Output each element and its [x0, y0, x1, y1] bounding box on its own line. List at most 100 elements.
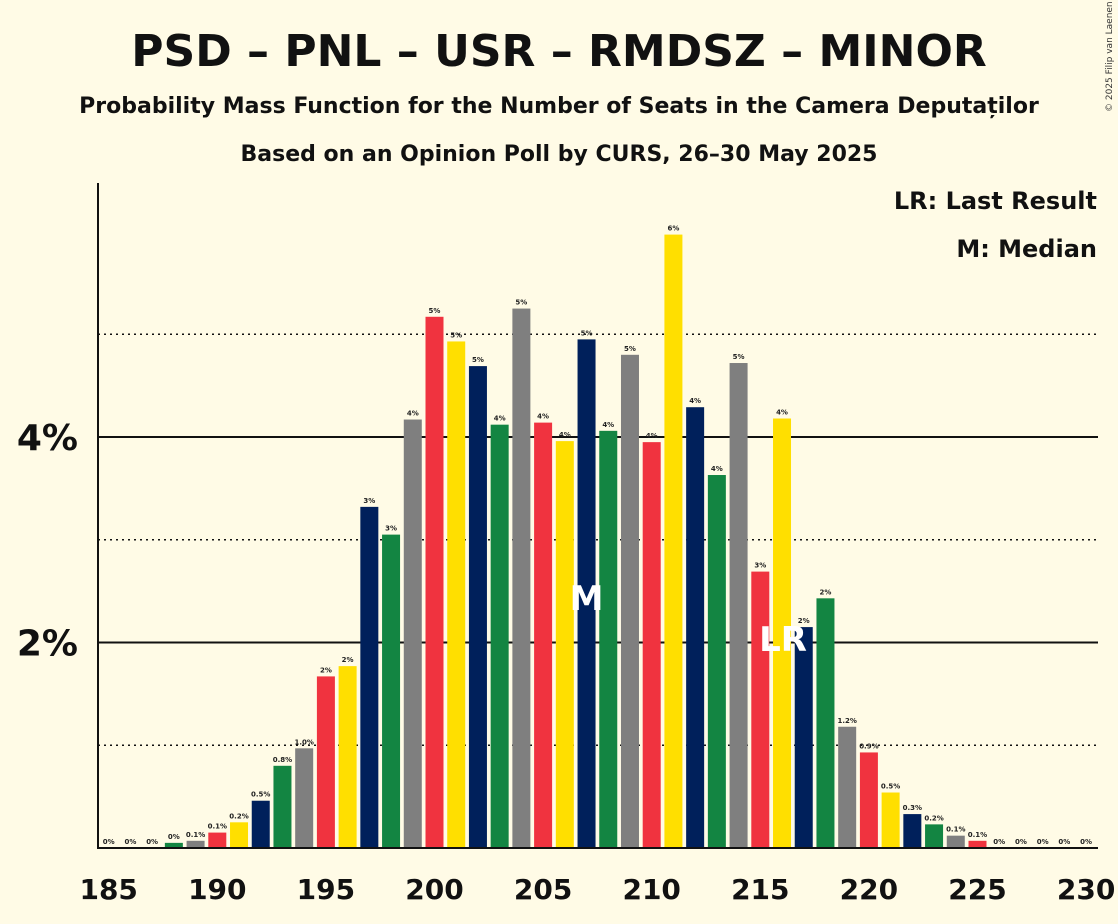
data-label-seat-186: 0%	[124, 838, 136, 846]
bar-seat-211	[664, 234, 683, 848]
data-label-seat-219: 1.2%	[837, 717, 856, 725]
x-tick-labels: 185 190 195 200 205 210 215 220 225 230	[79, 873, 1115, 906]
data-label-seat-211: 6%	[667, 225, 679, 233]
x-tick-label: 185	[79, 873, 137, 906]
bar-seat-203	[490, 424, 509, 848]
data-label-seat-197: 3%	[363, 497, 375, 505]
data-label-seat-193: 0.8%	[273, 756, 292, 764]
bar-seat-207	[577, 339, 596, 848]
bar-seat-196	[338, 666, 357, 848]
data-label-seat-217: 2%	[798, 617, 810, 625]
data-label-seat-226: 0%	[993, 838, 1005, 846]
x-tick-label: 190	[188, 873, 246, 906]
x-tick-label: 215	[731, 873, 789, 906]
x-tick-label: 220	[840, 873, 898, 906]
data-label-seat-204: 5%	[515, 299, 527, 307]
bar-seat-208	[599, 430, 618, 848]
data-label-seat-207: 5%	[581, 329, 593, 337]
bar-seat-215	[751, 571, 770, 848]
x-tick-label: 200	[405, 873, 463, 906]
bar-seat-205	[534, 422, 553, 848]
bar-seat-192	[251, 800, 270, 848]
data-label-seat-194: 1.0%	[294, 738, 313, 746]
data-label-seat-208: 4%	[602, 421, 614, 429]
bar-seat-194	[295, 748, 314, 848]
bar-seat-204	[512, 308, 531, 848]
x-tick-label: 210	[622, 873, 680, 906]
data-label-seat-201: 5%	[450, 331, 462, 339]
bar-seat-198	[382, 534, 401, 848]
bar-seat-199	[403, 419, 422, 848]
bar-seat-197	[360, 506, 379, 848]
y-tick-label: 4%	[17, 418, 78, 459]
bar-seat-222	[903, 814, 922, 848]
bar-seat-193	[273, 765, 292, 848]
data-label-seat-202: 5%	[472, 356, 484, 364]
data-label-seat-218: 2%	[820, 588, 832, 596]
x-tick-label: 205	[514, 873, 572, 906]
bar-seat-225	[968, 840, 987, 848]
legend-median: M: Median	[956, 235, 1097, 263]
chart-title: PSD – PNL – USR – RMDSZ – MINOR	[131, 26, 986, 77]
data-labels-group: 0% 0% 0%0% 0.1%0.1%0.2%0.5%0.8%1.0%2%2%3%3%…	[103, 225, 1092, 846]
data-label-seat-198: 3%	[385, 525, 397, 533]
bar-seat-220	[859, 752, 878, 848]
data-label-seat-188: 0%	[168, 833, 180, 841]
bar-seat-224	[946, 835, 965, 848]
data-label-seat-221: 0.5%	[881, 783, 900, 791]
data-label-seat-206: 4%	[559, 431, 571, 439]
data-label-seat-224: 0.1%	[946, 826, 965, 834]
data-label-seat-190: 0.1%	[208, 823, 227, 831]
data-label-seat-195: 2%	[320, 666, 332, 674]
data-label-seat-214: 5%	[733, 353, 745, 361]
bar-seat-216	[773, 418, 792, 848]
bar-seat-188	[164, 842, 183, 848]
bar-seat-223	[925, 824, 944, 848]
bar-seat-218	[816, 598, 835, 848]
x-tick-label: 230	[1057, 873, 1115, 906]
bar-seat-212	[686, 407, 705, 848]
data-label-seat-216: 4%	[776, 409, 788, 417]
data-label-seat-200: 5%	[429, 307, 441, 315]
x-tick-label: 225	[948, 873, 1006, 906]
bar-seat-200	[425, 316, 444, 849]
data-label-seat-185: 0%	[103, 838, 115, 846]
data-label-seat-229: 0%	[1058, 838, 1070, 846]
bar-seat-217	[794, 627, 813, 848]
data-label-seat-187: 0%	[146, 838, 158, 846]
last-result-marker: LR	[759, 620, 807, 660]
data-label-seat-225: 0.1%	[968, 831, 987, 839]
data-label-seat-223: 0.2%	[924, 814, 943, 822]
markers-group: M LR	[570, 579, 807, 660]
legend-last-result: LR: Last Result	[894, 187, 1097, 215]
data-label-seat-227: 0%	[1015, 838, 1027, 846]
data-label-seat-189: 0.1%	[186, 831, 205, 839]
x-tick-label: 195	[297, 873, 355, 906]
data-label-seat-212: 4%	[689, 397, 701, 405]
chart-subtitle-source: Based on an Opinion Poll by CURS, 26–30 …	[241, 142, 878, 167]
bar-seat-189	[186, 840, 205, 848]
bar-seat-190	[208, 832, 227, 848]
data-label-seat-199: 4%	[407, 410, 419, 418]
bar-seat-209	[620, 354, 639, 848]
bar-seat-210	[642, 442, 661, 848]
bars-group	[164, 234, 987, 849]
data-label-seat-205: 4%	[537, 413, 549, 421]
y-tick-label: 2%	[17, 624, 78, 665]
data-label-seat-192: 0.5%	[251, 791, 270, 799]
bar-seat-221	[881, 792, 900, 848]
data-label-seat-213: 4%	[711, 465, 723, 473]
bar-seat-191	[230, 822, 249, 848]
bar-seat-201	[447, 341, 466, 848]
bar-seat-219	[838, 726, 857, 848]
grid-lines	[98, 333, 1098, 746]
median-marker: M	[570, 579, 604, 619]
copyright-notice: © 2025 Filip van Laenen	[1105, 1, 1115, 112]
data-label-seat-230: 0%	[1080, 838, 1092, 846]
bar-seat-195	[316, 676, 335, 848]
data-label-seat-191: 0.2%	[229, 812, 248, 820]
y-tick-labels: 2% 4%	[17, 418, 78, 665]
data-label-seat-215: 3%	[754, 562, 766, 570]
data-label-seat-220: 0.9%	[859, 742, 878, 750]
